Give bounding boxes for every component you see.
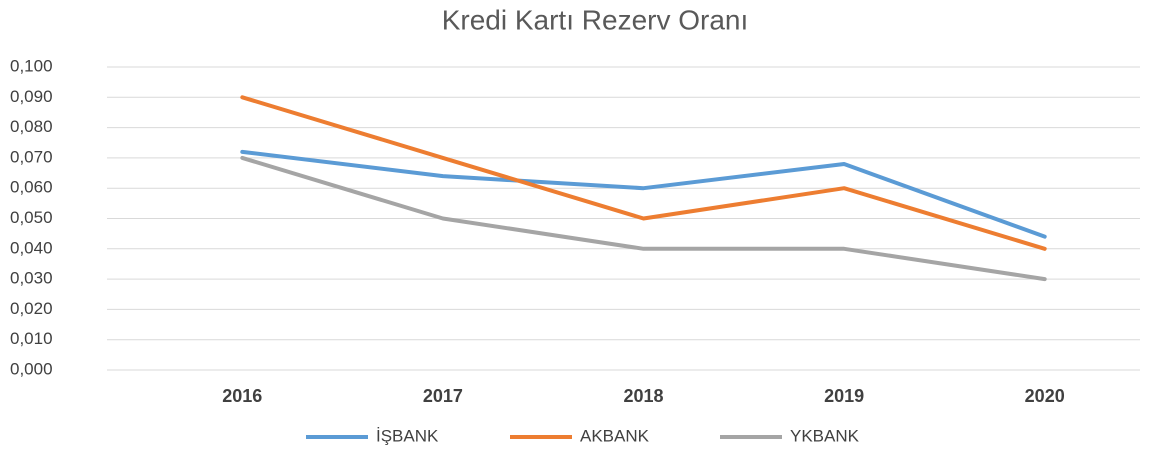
y-tick-label: 0,000 [10, 359, 53, 378]
y-tick-label: 0,100 [10, 56, 53, 75]
y-tick-label: 0,070 [10, 147, 53, 166]
series-line [240, 95, 1047, 251]
series-line [240, 155, 1047, 282]
y-tick-label: 0,020 [10, 299, 53, 318]
x-tick-label: 2016 [222, 386, 262, 406]
series-line [240, 149, 1047, 239]
y-tick-label: 0,050 [10, 208, 53, 227]
legend-label: İŞBANK [376, 426, 439, 445]
y-tick-label: 0,060 [10, 178, 53, 197]
x-tick-label: 2020 [1025, 386, 1065, 406]
x-tick-label: 2019 [824, 386, 864, 406]
y-tick-label: 0,010 [10, 329, 53, 348]
y-tick-label: 0,080 [10, 117, 53, 136]
x-tick-label: 2017 [423, 386, 463, 406]
legend-label: AKBANK [580, 426, 650, 445]
chart-title: Kredi Kartı Rezerv Oranı [442, 4, 749, 35]
legend-label: YKBANK [790, 426, 860, 445]
y-tick-label: 0,040 [10, 238, 53, 257]
x-tick-label: 2018 [623, 386, 663, 406]
y-tick-label: 0,090 [10, 87, 53, 106]
y-tick-label: 0,030 [10, 269, 53, 288]
